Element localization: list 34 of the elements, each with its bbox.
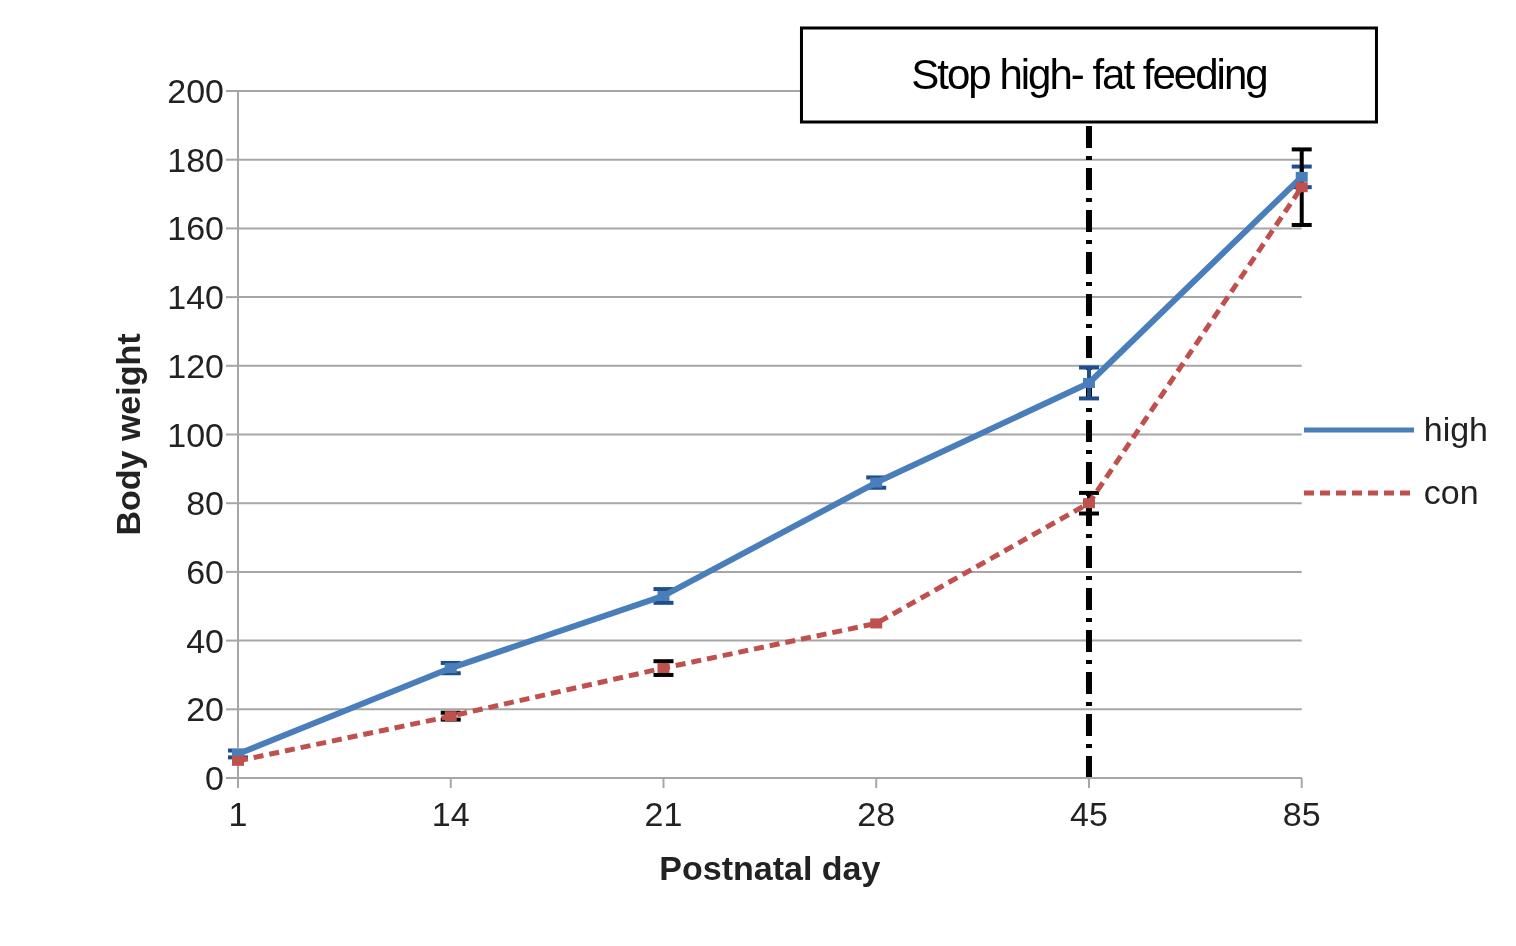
point (1295, 182, 1308, 193)
x-tick-label: 28 (857, 795, 896, 834)
point (657, 663, 670, 674)
y-axis-title: Body weight (109, 333, 148, 536)
y-tick-label: 80 (186, 484, 224, 523)
x-axis-title: Postnatal day (659, 849, 881, 887)
y-tick-label: 140 (167, 278, 224, 317)
y-tick-label: 20 (186, 690, 224, 729)
y-tick-label: 200 (167, 72, 224, 111)
y-tick-label: 60 (186, 552, 224, 591)
y-tick-label: 180 (167, 140, 224, 179)
y-tick-label: 0 (205, 759, 224, 798)
x-tick-label: 21 (644, 795, 683, 834)
y-tick-label: 100 (167, 415, 224, 454)
y-tick-label: 40 (186, 621, 224, 660)
point (1082, 377, 1095, 388)
point (444, 663, 457, 674)
x-tick-label: 45 (1070, 795, 1108, 834)
point (657, 590, 670, 601)
x-tick-label: 14 (431, 795, 470, 834)
ref-line-label: Stop high- fat feeding (911, 51, 1267, 98)
x-tick-label: 85 (1282, 795, 1321, 834)
point (870, 477, 883, 488)
point (870, 618, 883, 629)
legend-label: con (1423, 473, 1479, 512)
y-tick-label: 120 (167, 346, 224, 385)
point (1082, 498, 1095, 509)
point (1295, 171, 1308, 182)
point (232, 755, 244, 766)
x-tick-label: 1 (228, 795, 248, 834)
legend-label: high (1423, 410, 1488, 449)
y-tick-label: 160 (167, 209, 224, 248)
point (444, 711, 457, 722)
text-box: Stop high- fat feeding (800, 26, 1378, 124)
